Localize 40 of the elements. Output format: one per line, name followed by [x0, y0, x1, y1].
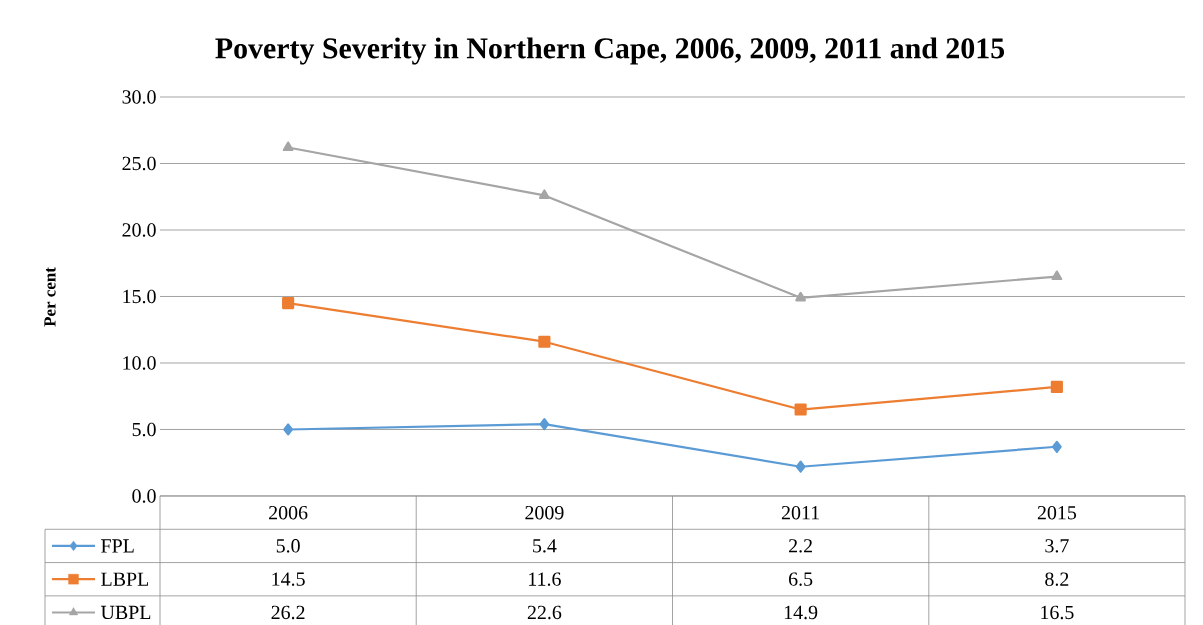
- point: [795, 460, 806, 473]
- x-tick-label: 2009: [525, 505, 564, 520]
- point: [1051, 270, 1063, 281]
- y-tick-label: 30.0: [122, 90, 156, 104]
- legend-label: UBPL: [100, 605, 151, 620]
- y-tick-label: 25.0: [122, 156, 156, 171]
- point: [283, 423, 293, 436]
- point: [538, 335, 551, 348]
- data-label: 14.5: [272, 572, 305, 586]
- data-label: 3.7: [1045, 539, 1069, 553]
- chart-title: Poverty Severity in Northern Cape, 2006, 2009, 2011 and 2015: [215, 37, 1005, 65]
- y-axis-title: Per cent: [44, 267, 56, 327]
- x-tick-label: 2011: [781, 505, 819, 520]
- point: [282, 141, 294, 152]
- data-label: 26.2: [271, 605, 305, 620]
- data-label: 5.4: [533, 539, 557, 553]
- point: [795, 291, 807, 302]
- data-label: 22.6: [527, 605, 562, 620]
- data-label: 16.5: [1041, 605, 1074, 620]
- data-label: 14.9: [784, 605, 818, 620]
- y-tick-label: 15.0: [123, 289, 156, 304]
- point: [282, 297, 295, 310]
- data-label: 2.2: [789, 539, 812, 553]
- data-label: 11.6: [529, 572, 561, 586]
- point: [1050, 380, 1063, 394]
- y-tick-label: 5.0: [132, 422, 156, 437]
- legend-label: LBPL: [101, 572, 149, 586]
- point: [539, 418, 550, 431]
- data-label: 5.0: [276, 539, 300, 553]
- x-tick-label: 2015: [1037, 505, 1077, 520]
- x-tick-label: 2006: [269, 505, 308, 520]
- legend-label: FPL: [101, 539, 134, 553]
- y-tick-label: 10.0: [123, 356, 156, 370]
- y-tick-label: 0.0: [132, 489, 156, 503]
- data-label: 8.2: [1045, 572, 1069, 586]
- point: [794, 403, 807, 416]
- point: [1052, 440, 1062, 453]
- data-label: 6.5: [789, 572, 813, 586]
- y-tick-label: 20.0: [122, 223, 156, 237]
- point: [538, 189, 550, 199]
